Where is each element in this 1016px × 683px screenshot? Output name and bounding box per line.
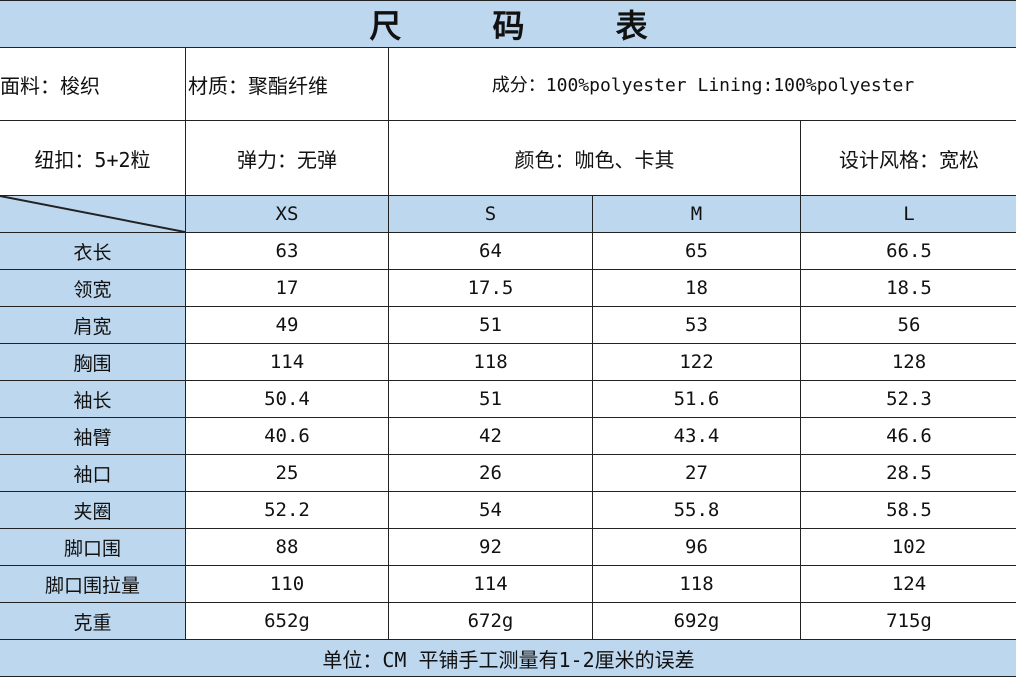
table-row: 脚口围 88 92 96 102: [0, 528, 1016, 566]
diagonal-line: [0, 196, 185, 232]
footer-note: 单位：CM 平铺手工测量有1-2厘米的误差: [0, 639, 1016, 677]
measurement-cell: 40.6: [185, 417, 389, 455]
measurement-cell: 46.6: [800, 417, 1016, 455]
composition-cell: 成分：100%polyester Lining:100%polyester: [388, 47, 1016, 121]
table-row: 脚口围拉量 110 114 118 124: [0, 565, 1016, 603]
row-label: 袖口: [0, 454, 186, 492]
measurement-cell: 27: [592, 454, 801, 492]
table-row: 衣长 63 64 65 66.5: [0, 232, 1016, 270]
diagonal-header-cell: [0, 195, 186, 233]
measurement-cell: 43.4: [592, 417, 801, 455]
size-header-xs: XS: [185, 195, 389, 233]
measurement-cell: 25: [185, 454, 389, 492]
row-label: 脚口围: [0, 528, 186, 566]
measurement-cell: 102: [800, 528, 1016, 566]
measurement-cell: 66.5: [800, 232, 1016, 270]
measurement-cell: 54: [388, 491, 593, 529]
style-cell: 设计风格：宽松: [800, 120, 1016, 196]
row-label: 胸围: [0, 343, 186, 381]
measurement-cell: 58.5: [800, 491, 1016, 529]
row-label: 袖臂: [0, 417, 186, 455]
row-label: 袖长: [0, 380, 186, 418]
table-row: 夹圈 52.2 54 55.8 58.5: [0, 491, 1016, 529]
fabric-cell: 面料：梭织: [0, 47, 186, 121]
measurement-cell: 49: [185, 306, 389, 344]
table-row: 克重 652g 672g 692g 715g: [0, 602, 1016, 640]
size-header-m: M: [592, 195, 801, 233]
measurement-cell: 28.5: [800, 454, 1016, 492]
table-row: 袖长 50.4 51 51.6 52.3: [0, 380, 1016, 418]
measurement-cell: 692g: [592, 602, 801, 640]
table-row: 袖口 25 26 27 28.5: [0, 454, 1016, 492]
measurement-cell: 52.2: [185, 491, 389, 529]
measurement-cell: 56: [800, 306, 1016, 344]
size-header-l: L: [800, 195, 1016, 233]
measurement-cell: 51: [388, 380, 593, 418]
elasticity-cell: 弹力：无弹: [185, 120, 389, 196]
measurement-cell: 124: [800, 565, 1016, 603]
page-title: 尺 码 表: [0, 0, 1016, 48]
row-label: 衣长: [0, 232, 186, 270]
measurement-cell: 92: [388, 528, 593, 566]
row-label: 肩宽: [0, 306, 186, 344]
table-row: 领宽 17 17.5 18 18.5: [0, 269, 1016, 307]
measurement-cell: 26: [388, 454, 593, 492]
measurement-cell: 122: [592, 343, 801, 381]
row-label: 克重: [0, 602, 186, 640]
row-label: 领宽: [0, 269, 186, 307]
measurement-cell: 17: [185, 269, 389, 307]
measurement-cell: 18: [592, 269, 801, 307]
table-row: 肩宽 49 51 53 56: [0, 306, 1016, 344]
measurement-cell: 51: [388, 306, 593, 344]
measurement-cell: 63: [185, 232, 389, 270]
size-header-s: S: [388, 195, 593, 233]
measurement-cell: 672g: [388, 602, 593, 640]
measurement-cell: 55.8: [592, 491, 801, 529]
measurement-cell: 652g: [185, 602, 389, 640]
measurement-cell: 118: [388, 343, 593, 381]
measurement-cell: 18.5: [800, 269, 1016, 307]
measurement-cell: 42: [388, 417, 593, 455]
table-row: 袖臂 40.6 42 43.4 46.6: [0, 417, 1016, 455]
measurement-cell: 88: [185, 528, 389, 566]
measurement-cell: 50.4: [185, 380, 389, 418]
table-row: 胸围 114 118 122 128: [0, 343, 1016, 381]
measurement-cell: 17.5: [388, 269, 593, 307]
measurement-cell: 65: [592, 232, 801, 270]
measurement-cell: 96: [592, 528, 801, 566]
measurement-cell: 64: [388, 232, 593, 270]
measurement-cell: 53: [592, 306, 801, 344]
measurement-cell: 128: [800, 343, 1016, 381]
measurement-cell: 715g: [800, 602, 1016, 640]
measurement-cell: 114: [185, 343, 389, 381]
measurement-cell: 51.6: [592, 380, 801, 418]
buttons-cell: 纽扣：5+2粒: [0, 120, 186, 196]
color-cell: 颜色：咖色、卡其: [388, 120, 801, 196]
measurement-cell: 52.3: [800, 380, 1016, 418]
measurement-cell: 114: [388, 565, 593, 603]
material-cell: 材质：聚酯纤维: [185, 47, 389, 121]
measurement-cell: 118: [592, 565, 801, 603]
row-label: 脚口围拉量: [0, 565, 186, 603]
row-label: 夹圈: [0, 491, 186, 529]
measurement-cell: 110: [185, 565, 389, 603]
